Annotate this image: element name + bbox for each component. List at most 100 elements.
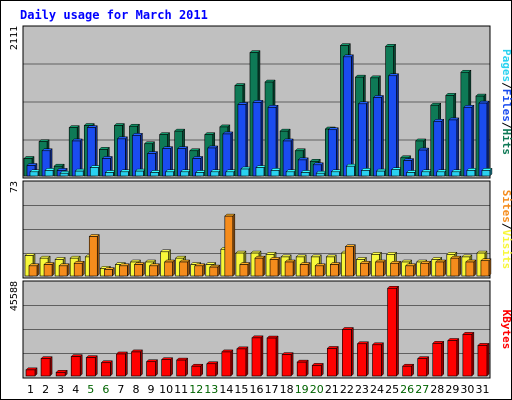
day-label-4: 4	[72, 383, 79, 396]
kbytes-bar-29	[447, 337, 460, 377]
day-label-29: 29	[445, 383, 459, 396]
pages-bar-27	[421, 169, 433, 177]
sites-bar-9	[148, 263, 161, 277]
pages-bar-31	[481, 167, 493, 177]
pages-bar-9	[149, 169, 162, 177]
kbytes-bar-16	[251, 335, 264, 377]
sites-bar-6	[103, 267, 115, 277]
day-label-24: 24	[370, 383, 384, 396]
pages-bar-22	[345, 163, 357, 177]
sites-bar-27	[420, 260, 432, 277]
pages-bar-6	[104, 169, 116, 177]
sites-bar-21	[329, 261, 341, 277]
kbytes-bar-31	[477, 342, 490, 377]
day-label-17: 17	[265, 383, 279, 396]
sites-bar-22	[344, 244, 356, 277]
day-label-14: 14	[219, 383, 233, 396]
day-label-16: 16	[250, 383, 264, 396]
files-bar-23	[357, 101, 370, 177]
pages-bar-3	[59, 170, 71, 177]
sites-bar-24	[374, 259, 387, 277]
chart-panels: 2111Pages/Files/Hits73Sites/Visits45588K…	[9, 25, 512, 379]
sites-bar-16	[254, 255, 266, 277]
day-label-2: 2	[42, 383, 49, 396]
legend-entry: KBytes	[500, 310, 512, 350]
sites-bar-15	[239, 261, 251, 277]
pages-bar-20	[315, 170, 327, 177]
legend-entry: Sites	[500, 190, 512, 223]
day-label-21: 21	[325, 383, 339, 396]
day-label-15: 15	[234, 383, 248, 396]
kbytes-bar-15	[236, 346, 249, 377]
sites-bar-7	[118, 263, 130, 277]
pages-bar-8	[134, 168, 147, 177]
pages-bar-17	[270, 167, 282, 177]
pages-bar-26	[406, 169, 418, 177]
sites-bar-17	[269, 256, 281, 277]
sites-bar-25	[389, 260, 402, 277]
day-labels: 1 2 3 4 5 6 7 8 9 10 11 12 13 14 15 16 17 18 19 20 21 22 23 24 2…	[27, 383, 489, 396]
sites-bar-23	[359, 260, 372, 277]
day-label-7: 7	[117, 383, 124, 396]
pages-bar-7	[119, 169, 131, 177]
kbytes-bar-6	[100, 360, 113, 377]
legend-entry: /	[500, 82, 512, 89]
sites-bar-12	[194, 263, 206, 277]
sites-bar-30	[465, 259, 477, 277]
files-bar-17	[267, 104, 279, 177]
day-label-22: 22	[340, 383, 354, 396]
kbytes-bar-24	[371, 342, 385, 377]
day-label-3: 3	[57, 383, 64, 396]
sites-bar-2	[43, 261, 55, 277]
kbytes-bar-7	[115, 351, 128, 377]
pages-bar-10	[164, 169, 177, 177]
kbytes-bar-8	[130, 349, 144, 377]
pages-bar-23	[360, 167, 373, 177]
pages-bar-19	[300, 169, 312, 177]
sites-bar-20	[314, 263, 326, 277]
kbytes-bar-9	[145, 359, 159, 377]
files-bar-14	[222, 131, 234, 177]
sites-bar-29	[450, 255, 462, 277]
kbytes-bar-21	[326, 345, 339, 377]
day-label-27: 27	[415, 383, 429, 396]
pages-bar-14	[225, 169, 237, 177]
kbytes-bar-11	[176, 357, 189, 377]
kbytes-bar-19	[296, 359, 309, 377]
files-bar-31	[478, 100, 490, 177]
legend-entry: /	[500, 223, 512, 230]
sites-bar-26	[405, 263, 417, 277]
day-label-18: 18	[280, 383, 294, 396]
pages-bar-12	[195, 169, 207, 177]
kbytes-bar-2	[40, 356, 53, 377]
kbytes-bar-23	[356, 341, 370, 377]
legend-entry: Visits	[500, 230, 512, 270]
files-bar-18	[282, 138, 294, 177]
sites-bar-28	[435, 259, 447, 277]
files-bar-13	[207, 145, 219, 177]
kbytes-bar-5	[85, 355, 98, 377]
day-label-19: 19	[295, 383, 309, 396]
pages-bar-18	[285, 169, 297, 177]
panel-visits-sites: 73 Sites/Visits	[9, 180, 512, 279]
kbytes-bar-14	[221, 349, 234, 377]
pages-bar-13	[210, 169, 222, 177]
panel-legend: Pages/Files/Hits	[500, 49, 512, 155]
kbytes-bar-25	[386, 285, 400, 377]
sites-bar-14	[224, 213, 236, 277]
legend-entry: Hits	[500, 129, 512, 156]
day-label-9: 9	[148, 383, 155, 396]
pages-bar-4	[74, 168, 86, 177]
chart-title: Daily usage for March 2011	[20, 8, 208, 22]
pages-bar-28	[436, 169, 448, 177]
day-label-30: 30	[460, 383, 474, 396]
pages-bar-2	[44, 167, 56, 177]
kbytes-bar-30	[462, 331, 475, 377]
sites-bar-13	[209, 264, 221, 277]
kbytes-bar-28	[432, 340, 445, 377]
kbytes-bar-26	[402, 363, 415, 377]
kbytes-bar-17	[266, 335, 279, 377]
